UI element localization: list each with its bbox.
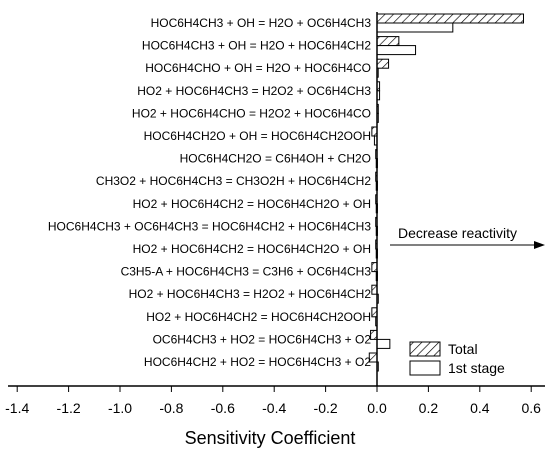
x-tick-label: 0.6 [521, 400, 541, 416]
x-tick-label: -0.2 [314, 400, 338, 416]
x-axis-title: Sensitivity Coefficient [185, 428, 356, 448]
reaction-label: HO2 + HOC6H4CH3 = H2O2 + HOC6H4CH2 [129, 287, 372, 301]
bar-total [376, 36, 400, 47]
reaction-label: HO2 + HOC6H4CH3 = H2O2 + OC6H4CH3 [137, 84, 371, 98]
legend-label-1st-stage: 1st stage [448, 360, 505, 376]
reaction-label: HO2 + HOC6H4CH2 = HOC6H4CH2O + OH [133, 242, 371, 256]
reaction-label: HOC6H4CH2O + OH = HOC6H4CH2OOH [144, 129, 371, 143]
bar-total [370, 329, 378, 340]
reaction-label: CH3O2 + HOC6H4CH3 = CH3O2H + HOC6H4CH2 [96, 174, 371, 188]
reaction-label: OC6H4CH3 + HO2 = HOC6H4CH3 + O2 [153, 332, 372, 346]
reaction-label: HOC6H4CH2O = C6H4OH + CH2O [180, 152, 371, 166]
bar-total [371, 284, 378, 295]
legend-swatch-total [409, 341, 441, 357]
legend: Total 1st stage [409, 341, 505, 376]
x-tick-label: 0.0 [367, 400, 387, 416]
legend-swatch-1st-stage [409, 360, 441, 376]
x-tick-label: -1.4 [5, 400, 29, 416]
reaction-label: HOC6H4CH3 + OC6H4CH3 = HOC6H4CH2 + HOC6H… [48, 219, 371, 233]
reaction-label: HO2 + HOC6H4CHO = H2O2 + HOC6H4CO [132, 106, 371, 120]
reaction-label: HOC6H4CH2 + HO2 = HOC6H4CH3 + O2 [144, 355, 371, 369]
x-axis-ticks: -1.4 -1.2 -1.0 -0.8 -0.6 -0.4 -0.2 0.0 0.2 0.4 0.6 [5, 386, 541, 416]
x-tick-label: 0.2 [419, 400, 439, 416]
x-tick-label: -0.6 [211, 400, 235, 416]
bar-group [368, 13, 524, 372]
reaction-label: C3H5-A + HOC6H4CH3 = C3H6 + OC6H4CH3 [121, 265, 372, 279]
x-tick-label: -0.4 [262, 400, 286, 416]
decrease-reactivity-annotation: Decrease reactivity [398, 225, 517, 241]
bar-total [371, 126, 378, 137]
bar-1st-stage [376, 45, 417, 56]
bar-total [371, 262, 378, 273]
reaction-label: HOC6H4CH3 + OH = H2O + HOC6H4CH2 [142, 39, 371, 53]
bar-total [371, 307, 378, 318]
x-tick-label: 0.4 [470, 400, 490, 416]
annotation-arrowhead [534, 241, 545, 249]
x-tick-label: -1.0 [108, 400, 132, 416]
reaction-label: HOC6H4CH3 + OH = H2O + OC6H4CH3 [151, 16, 372, 30]
reaction-label: HOC6H4CHO + OH = H2O + HOC6H4CO [145, 61, 371, 75]
legend-label-total: Total [448, 341, 478, 357]
reaction-label: HO2 + HOC6H4CH2 = HOC6H4CH2O + OH [133, 197, 371, 211]
reaction-label-group: HOC6H4CH3 + OH = H2O + OC6H4CH3 HOC6H4CH3… [48, 16, 371, 369]
bar-1st-stage [376, 22, 454, 33]
reaction-label: HO2 + HOC6H4CH2 = HOC6H4CH2OOH [146, 310, 371, 324]
bar-1st-stage [376, 338, 391, 349]
bar-total [376, 58, 390, 69]
bar-total [376, 13, 524, 24]
x-tick-label: -0.8 [159, 400, 183, 416]
x-tick-label: -1.2 [57, 400, 81, 416]
